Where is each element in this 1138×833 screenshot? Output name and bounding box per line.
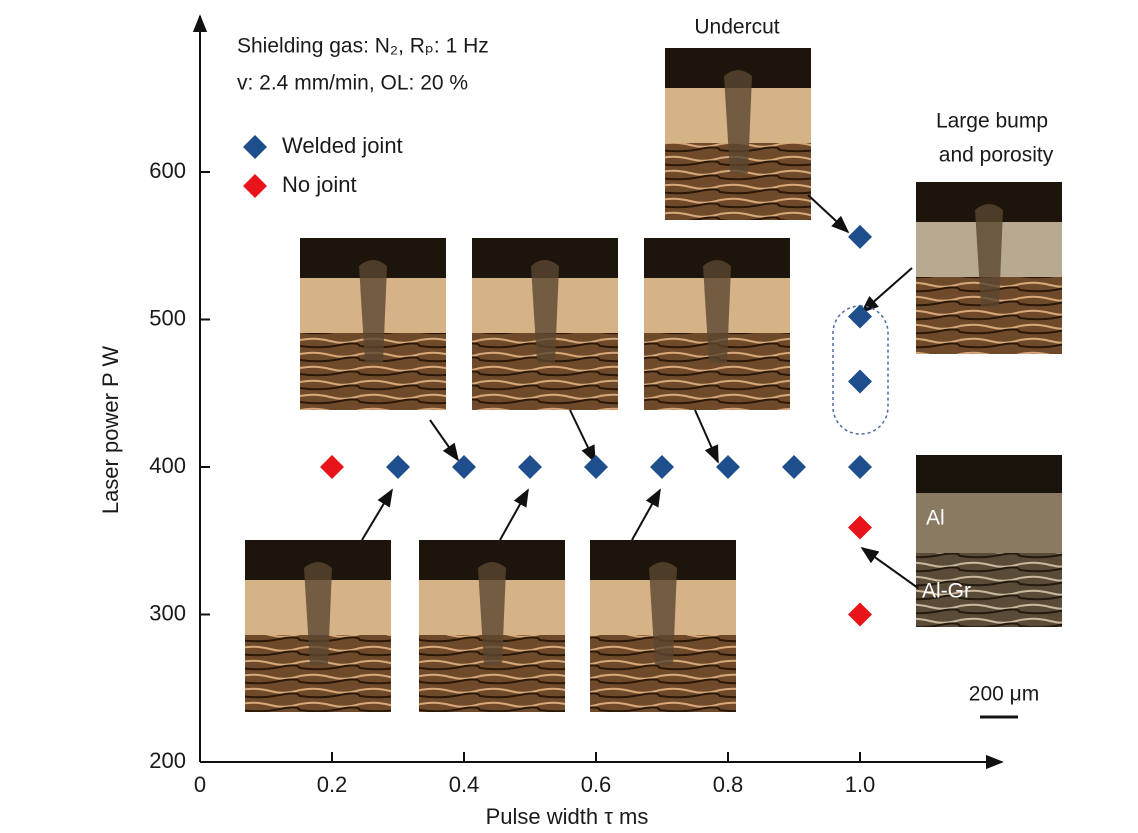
annotation: v: 2.4 mm/min, OL: 20 %	[237, 72, 468, 95]
y-tick-label: 200	[149, 748, 186, 773]
data-point	[848, 515, 872, 540]
x-tick-label: 0.4	[449, 772, 480, 797]
weld-bead	[703, 260, 731, 363]
annotation: Shielding gas: N₂, Rₚ: 1 Hz	[237, 35, 489, 58]
weld-bead	[724, 70, 752, 173]
data-point	[848, 369, 872, 394]
data-point	[848, 455, 872, 479]
arrow	[807, 194, 850, 234]
micrograph-layer	[916, 493, 1062, 553]
x-tick-label: 0	[194, 772, 206, 797]
weld-bead	[975, 204, 1003, 307]
y-tick-label: 400	[149, 453, 186, 478]
legend-marker	[243, 135, 267, 159]
data-point	[782, 455, 806, 479]
y-tick-label: 600	[149, 158, 186, 183]
y-axis-label: Laser power P W	[98, 346, 123, 515]
x-tick-label: 0.6	[581, 772, 612, 797]
micrographs	[245, 48, 1062, 712]
data-point	[848, 224, 872, 249]
data-point	[386, 455, 410, 479]
scale-bar-label: 200 μm	[969, 683, 1039, 706]
y-tick-label: 300	[149, 600, 186, 625]
data-point	[452, 455, 476, 479]
weld-bead	[649, 562, 677, 665]
weld-bead	[478, 562, 506, 665]
arrow	[569, 409, 596, 464]
weld-bead	[304, 562, 332, 665]
arrows	[361, 194, 919, 589]
x-tick-label: 1.0	[845, 772, 876, 797]
arrow	[694, 409, 719, 464]
annotation: Al-Gr	[922, 580, 971, 603]
x-tick-label: 0.2	[317, 772, 348, 797]
annotation: Large bump	[936, 110, 1048, 133]
arrow	[860, 267, 913, 314]
micrograph-layer	[916, 553, 1062, 627]
x-tick-label: 0.8	[713, 772, 744, 797]
legend-label: Welded joint	[282, 133, 403, 158]
legend-label: No joint	[282, 172, 357, 197]
arrow	[860, 546, 919, 589]
arrow	[361, 488, 393, 541]
x-axis-label: Pulse width τ ms	[486, 804, 649, 829]
data-point	[650, 455, 674, 479]
annotation: Al	[926, 507, 945, 530]
data-point	[848, 602, 872, 627]
data-point	[518, 455, 542, 479]
data-point	[848, 304, 872, 329]
annotation: Undercut	[694, 16, 779, 39]
data-point	[716, 455, 740, 479]
weld-bead	[359, 260, 387, 363]
weld-bead	[531, 260, 559, 363]
arrow	[499, 488, 529, 541]
annotation: and porosity	[939, 144, 1054, 167]
legend-marker	[243, 174, 267, 198]
arrow	[429, 419, 460, 462]
data-point	[584, 455, 608, 479]
arrow	[631, 488, 661, 541]
micrograph-layer	[916, 455, 1062, 493]
data-point	[320, 455, 344, 479]
y-tick-label: 500	[149, 305, 186, 330]
